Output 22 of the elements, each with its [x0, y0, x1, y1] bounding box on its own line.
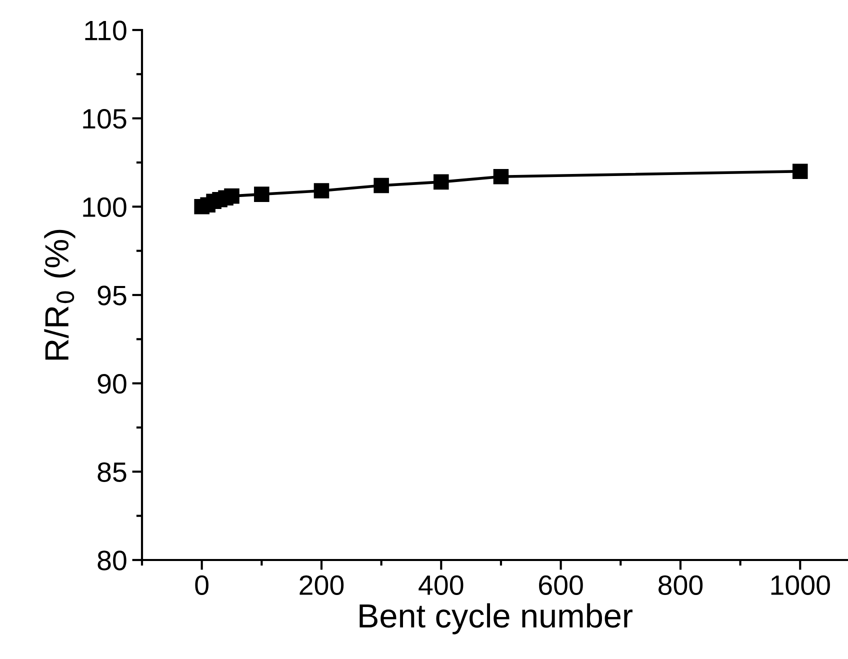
x-tick-label: 1000: [771, 575, 830, 595]
point: [314, 183, 330, 198]
y-tick-label: 80: [98, 550, 126, 570]
x-tick-label: 400: [418, 575, 464, 595]
y-tick-label: 85: [98, 462, 126, 482]
point: [254, 186, 270, 202]
point: [224, 188, 240, 204]
x-axis-title: Bent cycle number: [360, 603, 632, 634]
x-tick-label: 0: [195, 575, 208, 595]
x-tick-label: 200: [300, 575, 344, 595]
point: [374, 178, 389, 194]
y-tick-label: 105: [83, 109, 126, 129]
point: [434, 174, 449, 190]
y-tick-label: 110: [85, 20, 126, 40]
x-tick-label: 800: [658, 575, 703, 595]
point: [493, 168, 509, 184]
y-tick-label: 100: [83, 197, 126, 218]
point: [792, 164, 808, 179]
y-tick-label: 90: [98, 374, 126, 394]
y-tick-label: 95: [98, 286, 126, 306]
x-tick-label: 600: [539, 575, 583, 595]
y-axis-title: R/R$_{0}$ (%): [44, 230, 76, 360]
